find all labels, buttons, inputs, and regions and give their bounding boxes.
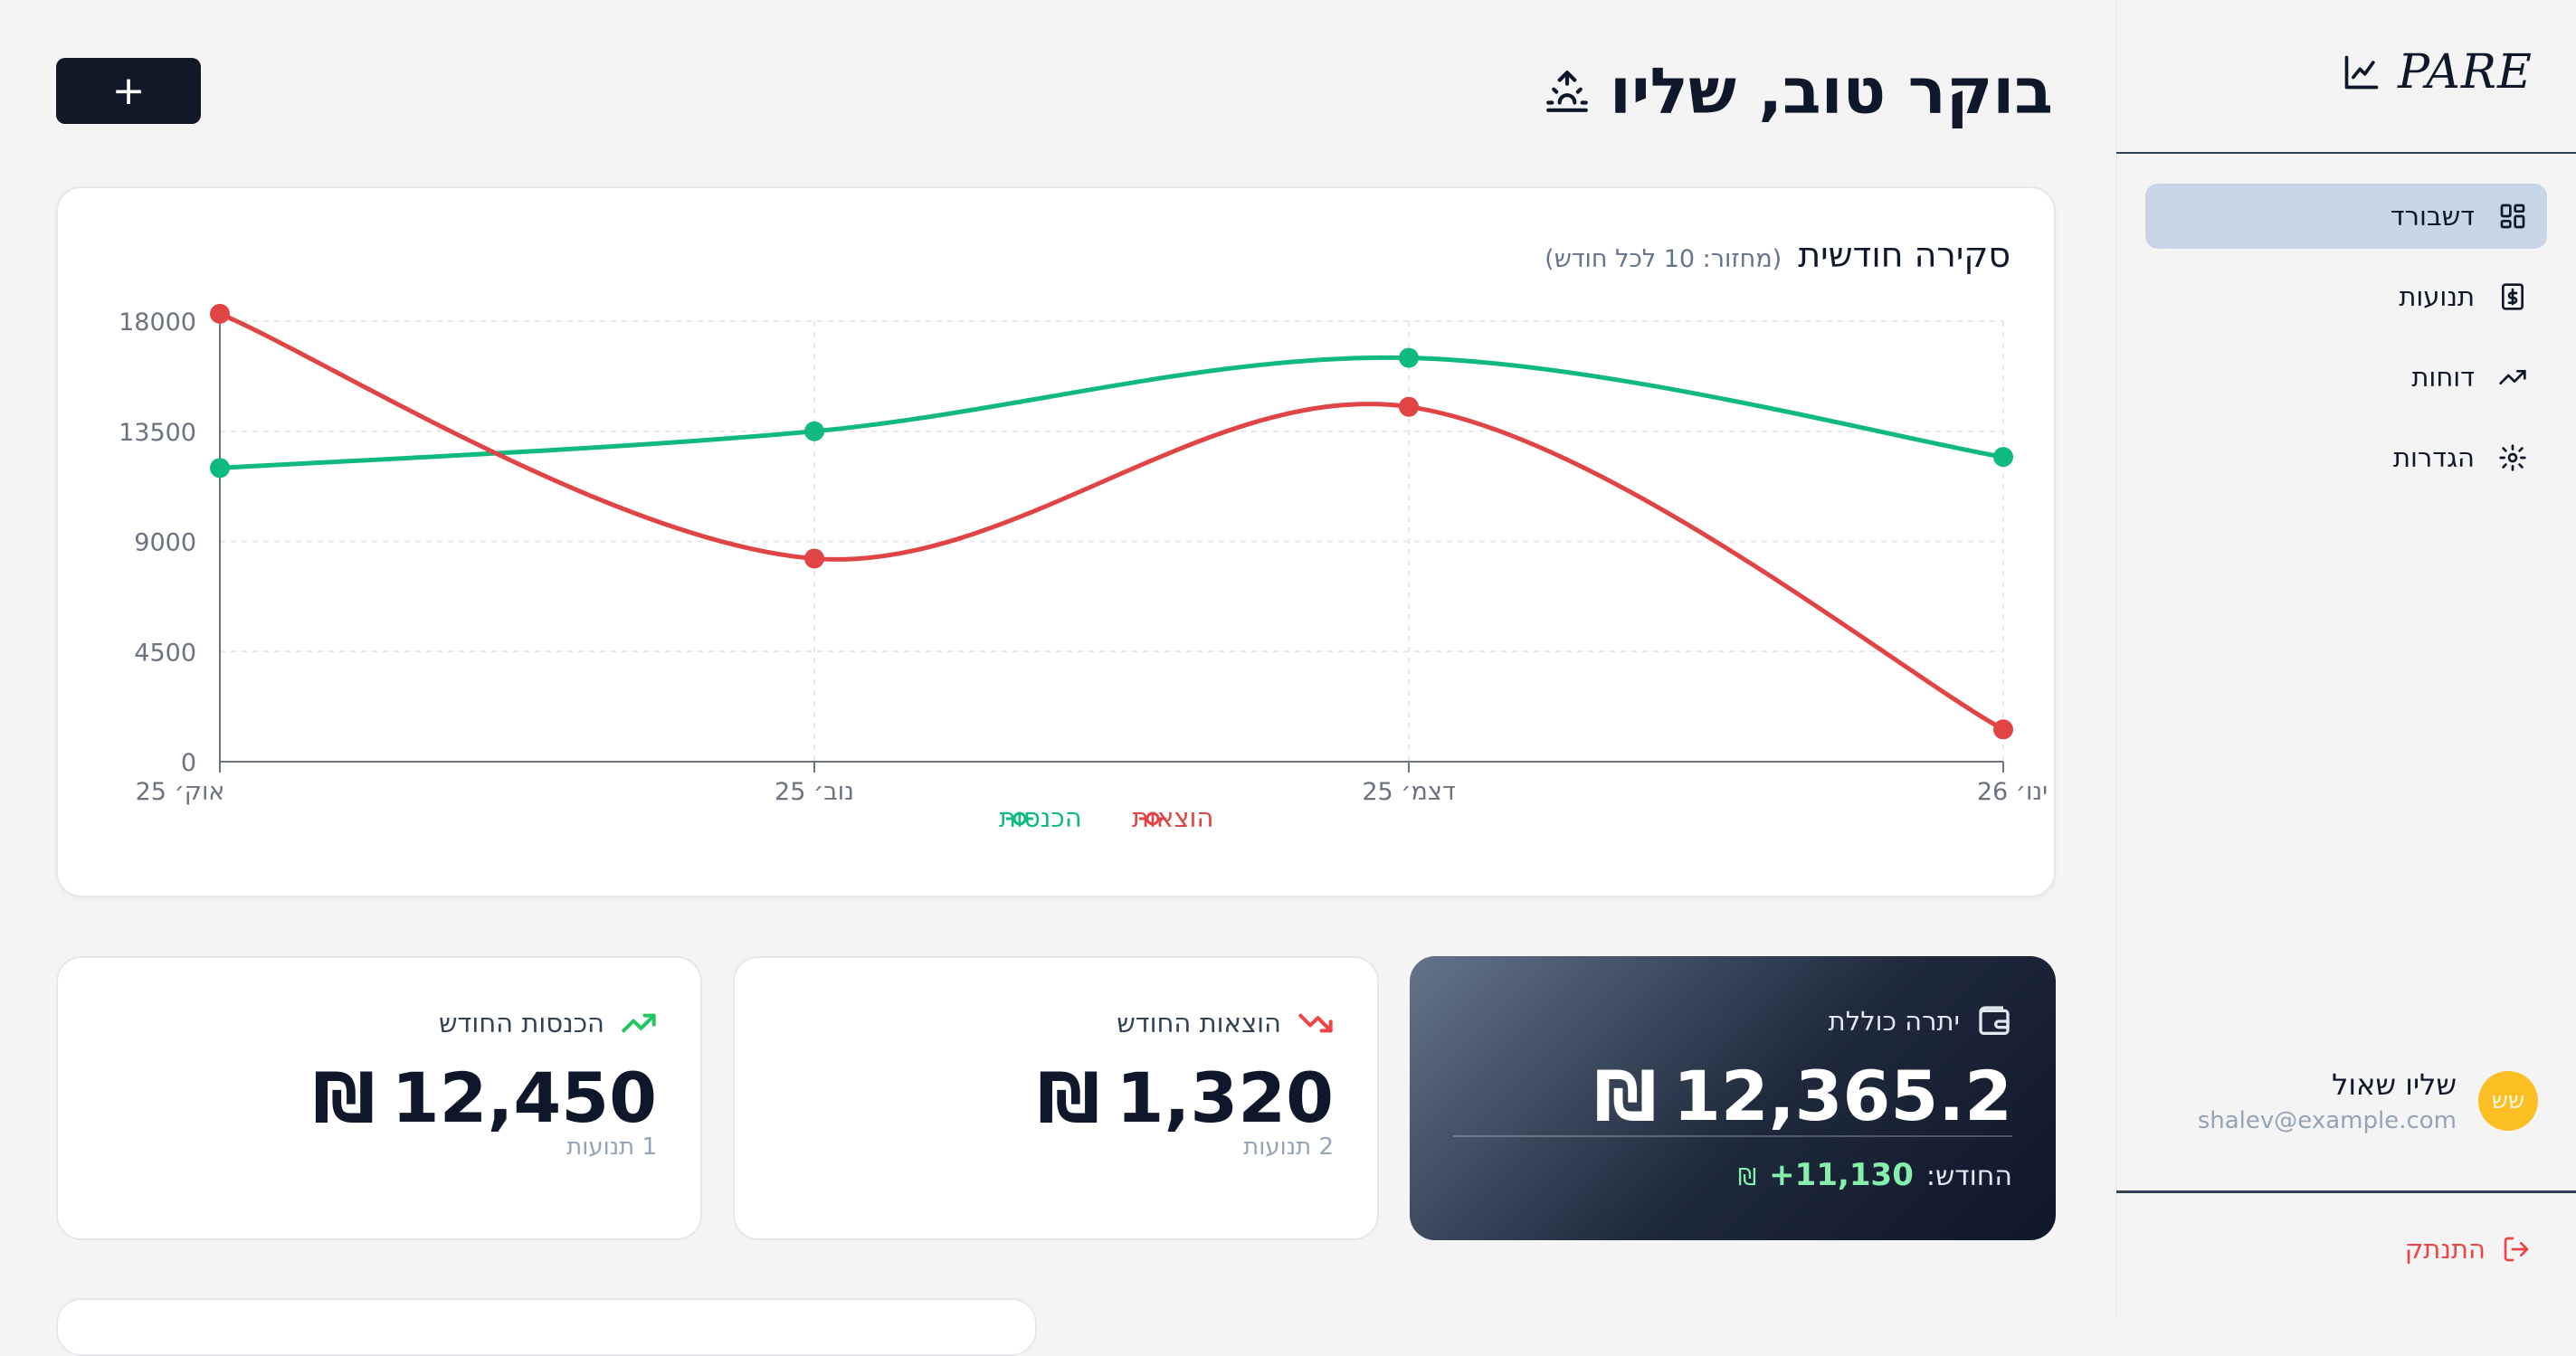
income-label: הכנסות החודש bbox=[438, 1008, 604, 1038]
balance-month-row: החודש: +11,130 ₪ bbox=[1738, 1157, 2012, 1193]
expenses-value: 1,320 bbox=[1116, 1057, 1334, 1138]
income-value: 12,450 bbox=[391, 1057, 657, 1138]
chart-header: סקירה חודשית (מחזור: 10 לכל חודש) bbox=[1545, 235, 2010, 275]
balance-divider bbox=[1453, 1135, 2012, 1137]
legend-label: הכנסות bbox=[999, 802, 1082, 833]
legend-marker bbox=[1145, 811, 1160, 826]
greeting-text: בוקר טוב, שליו bbox=[1609, 54, 2053, 128]
bottom-card-partial bbox=[56, 1298, 1037, 1356]
x-tick-label: ינו׳ 26 bbox=[1977, 778, 2048, 806]
data-point bbox=[210, 458, 230, 479]
balance-card: יתרה כוללת 12,365.2 ₪ החודש: +11,130 ₪ bbox=[1410, 956, 2056, 1240]
income-header: הכנסות החודש bbox=[439, 1005, 657, 1041]
expenses-header: הוצאות החודש bbox=[1117, 1005, 1334, 1041]
trending-up-icon bbox=[621, 1005, 657, 1041]
expenses-card: הוצאות החודש 1,320 ₪ 2 תנועות bbox=[733, 956, 1379, 1240]
income-value-row: 12,450 ₪ bbox=[313, 1057, 657, 1138]
sidebar-item-label: דוחות bbox=[2411, 362, 2475, 393]
sidebar-divider-bottom bbox=[2116, 1190, 2576, 1193]
expenses-value-row: 1,320 ₪ bbox=[1038, 1057, 1334, 1138]
y-tick-label: 9000 bbox=[134, 529, 196, 557]
currency-symbol: ₪ bbox=[1037, 1057, 1100, 1138]
y-tick-label: 0 bbox=[181, 749, 196, 777]
avatar: שש bbox=[2478, 1071, 2538, 1131]
series-line bbox=[219, 311, 2005, 732]
sidebar-item-reports[interactable]: דוחות bbox=[2145, 345, 2547, 410]
logout-button[interactable]: התנתק bbox=[2405, 1234, 2531, 1265]
x-tick-label: אוק׳ 25 bbox=[136, 778, 225, 806]
data-point bbox=[1399, 396, 1419, 417]
user-email: shalev@example.com bbox=[2197, 1107, 2457, 1134]
currency-symbol: ₪ bbox=[1737, 1164, 1757, 1191]
balance-label: יתרה כוללת bbox=[1828, 1006, 1960, 1037]
monthly-overview-card: סקירה חודשית (מחזור: 10 לכל חודש) 0 4500 9… bbox=[56, 186, 2056, 897]
line-chart-icon bbox=[2342, 52, 2381, 92]
dollar-square-icon bbox=[2498, 282, 2527, 311]
data-point bbox=[804, 548, 824, 569]
income-card: הכנסות החודש 12,450 ₪ 1 תנועות bbox=[56, 956, 702, 1240]
user-profile[interactable]: שש שליו שאול shalev@example.com bbox=[2198, 1067, 2538, 1134]
currency-symbol: ₪ bbox=[1594, 1056, 1657, 1136]
series-line bbox=[219, 355, 2004, 470]
sidebar-item-dashboard[interactable]: דשבורד bbox=[2145, 184, 2547, 249]
add-button[interactable]: + bbox=[56, 58, 201, 124]
line-chart: 0 4500 9000 13500 18000 אוק׳ 25 נוב׳ 25 דצמ׳ 25… bbox=[119, 303, 2048, 833]
y-tick-label: 13500 bbox=[119, 419, 196, 447]
data-point bbox=[1993, 719, 2013, 740]
trending-down-icon bbox=[1298, 1005, 1334, 1041]
sidebar-divider bbox=[2116, 152, 2576, 154]
trending-up-icon bbox=[2498, 363, 2527, 392]
y-tick-label: 18000 bbox=[119, 308, 196, 337]
sidebar-item-label: הגדרות bbox=[2392, 442, 2475, 473]
y-tick-label: 4500 bbox=[134, 639, 196, 667]
sidebar-item-transactions[interactable]: תנועות bbox=[2145, 264, 2547, 329]
currency-symbol: ₪ bbox=[312, 1057, 375, 1138]
data-point bbox=[210, 303, 230, 324]
expenses-label: הוצאות החודש bbox=[1117, 1008, 1281, 1038]
brand[interactable]: PARE bbox=[2342, 34, 2533, 110]
sunrise-icon bbox=[1545, 69, 1590, 114]
month-label: החודש: bbox=[1925, 1161, 2012, 1192]
balance-value: 12,365.2 bbox=[1672, 1056, 2012, 1136]
x-tick-label: נוב׳ 25 bbox=[775, 778, 854, 806]
x-tick-label: דצמ׳ 25 bbox=[1362, 778, 1455, 806]
page-title: בוקר טוב, שליו bbox=[1545, 54, 2053, 128]
sidebar-item-label: תנועות bbox=[2399, 281, 2475, 312]
sidebar: PARE דשבורד תנועות דוחות bbox=[2116, 0, 2576, 1318]
legend-marker bbox=[1012, 811, 1027, 826]
grid-icon bbox=[2498, 202, 2527, 231]
chart-subtitle: (מחזור: 10 לכל חודש) bbox=[1545, 245, 1782, 273]
logout-icon bbox=[2502, 1235, 2531, 1264]
wallet-icon bbox=[1976, 1003, 2012, 1039]
data-point bbox=[1993, 447, 2013, 468]
month-delta: +11,130 bbox=[1769, 1157, 1914, 1193]
data-point bbox=[804, 421, 824, 441]
gear-icon bbox=[2498, 443, 2527, 472]
expenses-count: 2 תנועות bbox=[1243, 1133, 1334, 1161]
chart-title: סקירה חודשית bbox=[1798, 235, 2010, 275]
logout-label: התנתק bbox=[2404, 1234, 2486, 1265]
legend-label: הוצאות bbox=[1132, 802, 1213, 833]
balance-header: יתרה כוללת bbox=[1829, 1003, 2012, 1039]
balance-value-row: 12,365.2 ₪ bbox=[1594, 1056, 2012, 1136]
sidebar-item-settings[interactable]: הגדרות bbox=[2145, 425, 2547, 490]
user-name: שליו שאול bbox=[2332, 1067, 2457, 1102]
sidebar-nav: דשבורד תנועות דוחות הגדרות bbox=[2145, 184, 2547, 506]
user-info: שליו שאול shalev@example.com bbox=[2198, 1067, 2457, 1134]
sidebar-item-label: דשבורד bbox=[2390, 201, 2475, 232]
brand-name: PARE bbox=[2398, 45, 2533, 100]
data-point bbox=[1399, 347, 1419, 368]
income-count: 1 תנועות bbox=[566, 1133, 657, 1161]
